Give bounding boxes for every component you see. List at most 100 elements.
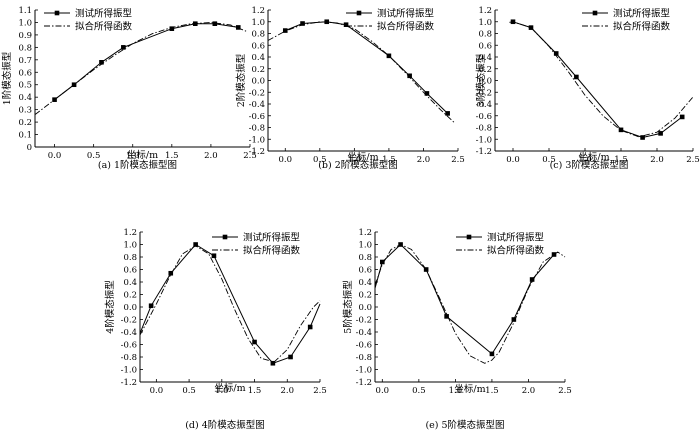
y-tick-label: 0.8 xyxy=(18,43,32,53)
x-tick-label: 0.5 xyxy=(542,155,556,165)
measured-mode-line xyxy=(512,21,683,139)
data-point-marker xyxy=(300,21,305,26)
y-tick-label: 0.0 xyxy=(251,77,265,87)
x-axis-label: 坐标/m xyxy=(127,149,158,161)
y-tick-label: 0.4 xyxy=(123,278,137,288)
data-point-marker xyxy=(169,26,175,31)
x-tick-label: 0.0 xyxy=(279,155,293,165)
legend-label-measured: 测试所得振型 xyxy=(613,8,671,20)
data-point-marker xyxy=(424,91,430,96)
x-tick-label: 1.5 xyxy=(248,386,262,396)
y-tick-label: 0.9 xyxy=(18,31,32,41)
y-tick-label: 1.1 xyxy=(18,6,32,16)
y-tick-label: -0.2 xyxy=(476,88,492,98)
y-tick-label: -0.8 xyxy=(249,124,265,134)
y-tick-label: 0.1 xyxy=(18,131,32,141)
chart-panel-2: -1.2-1.0-0.8-0.6-0.4-0.20.00.20.40.60.81… xyxy=(235,6,465,171)
y-tick-label: 1.0 xyxy=(18,18,32,28)
y-tick-label: 0.4 xyxy=(478,53,492,63)
y-axis-label: 4阶模态振型 xyxy=(104,280,116,334)
y-axis-label: 5阶模态振型 xyxy=(342,280,354,334)
y-tick-label: -0.6 xyxy=(121,341,137,351)
y-tick-label: 0 xyxy=(27,143,32,153)
y-tick-label: -0.8 xyxy=(121,353,137,363)
y-tick-label: -0.4 xyxy=(356,328,372,338)
y-tick-label: 0.2 xyxy=(251,65,265,75)
data-point-marker xyxy=(618,127,624,133)
y-tick-label: 1.2 xyxy=(478,6,492,16)
y-tick-label: -0.2 xyxy=(249,88,265,98)
y-tick-label: 0.6 xyxy=(251,41,265,51)
y-tick-label: 0.7 xyxy=(18,56,32,66)
panel-caption: (a) 1阶模态振型图 xyxy=(98,159,177,171)
y-tick-label: 0.5 xyxy=(18,81,32,91)
x-tick-label: 1.5 xyxy=(485,386,499,396)
data-point-marker xyxy=(445,111,450,116)
data-point-marker xyxy=(380,259,385,265)
x-tick-label: 0.0 xyxy=(506,155,520,165)
y-tick-label: -0.6 xyxy=(249,112,265,122)
fit-curve-line xyxy=(139,245,321,363)
legend-marker-measured xyxy=(222,234,228,240)
y-tick-label: -1.2 xyxy=(249,147,265,157)
chart-panel-1: 0 0.1 0.2 0.3 0.4 0.5 0.6 0.7 0.8 0.9 1.0 1.1 0.0 0.5… xyxy=(1,6,257,171)
y-tick-label: 0.0 xyxy=(358,303,372,313)
legend-marker-measured xyxy=(466,234,472,240)
y-tick-label: 1.2 xyxy=(358,228,372,238)
x-tick-label: 1.0 xyxy=(215,386,229,396)
data-point-marker xyxy=(658,131,663,136)
data-point-marker xyxy=(307,324,313,330)
x-tick-label: 0.5 xyxy=(182,386,196,396)
x-tick-label: 1.0 xyxy=(449,386,463,396)
x-tick-label: 2.5 xyxy=(686,155,700,165)
fit-curve-line xyxy=(374,243,566,364)
data-point-marker xyxy=(444,314,449,319)
fit-curve-line xyxy=(509,21,694,138)
x-axis-label: 坐标/m xyxy=(578,151,609,163)
y-tick-label: -0.6 xyxy=(356,341,372,351)
legend-label-fit: 拟合所得函数 xyxy=(243,245,301,257)
y-tick-label: 0.6 xyxy=(478,41,492,51)
x-tick-label: 2.5 xyxy=(313,386,327,396)
chart-panel-5: -1.2 -1.0 -0.8 -0.6 -0.4 -0.2 0.0 0.2 0.4 0.6 0.8 1… xyxy=(342,228,572,431)
y-tick-label: 0.2 xyxy=(358,291,372,301)
measured-mode-line xyxy=(374,243,555,355)
y-tick-label: 0.2 xyxy=(478,65,492,75)
data-point-marker xyxy=(529,277,535,282)
x-tick-label: 2.0 xyxy=(650,155,664,165)
x-tick-label: 0.5 xyxy=(87,151,101,161)
y-tick-label: -0.2 xyxy=(121,316,137,326)
data-point-marker xyxy=(423,267,429,272)
x-tick-label: 2.0 xyxy=(204,151,218,161)
y-tick-label: 0.0 xyxy=(123,303,137,313)
y-tick-label: -1.0 xyxy=(356,366,372,376)
x-tick-label: 0.0 xyxy=(48,151,62,161)
y-tick-label: -1.2 xyxy=(476,147,492,157)
y-tick-label: -1.0 xyxy=(121,366,137,376)
legend-label-measured: 测试所得振型 xyxy=(487,232,545,244)
data-point-marker xyxy=(288,354,293,360)
legend-label-measured: 测试所得振型 xyxy=(377,8,435,20)
x-tick-label: 1.5 xyxy=(165,151,179,161)
x-tick-label: 2.5 xyxy=(451,155,465,165)
x-tick-label: 0.5 xyxy=(313,155,327,165)
x-axis-label: 坐标/m xyxy=(454,383,485,395)
data-point-marker xyxy=(324,19,330,25)
measured-mode-line xyxy=(285,21,448,114)
legend-label-measured: 测试所得振型 xyxy=(75,8,133,20)
x-axis-label: 坐标/m xyxy=(214,382,245,394)
y-tick-label: 1.0 xyxy=(123,241,137,251)
x-tick-label: 1.0 xyxy=(126,151,140,161)
y-tick-label: -0.8 xyxy=(476,124,492,134)
y-tick-label: 0.3 xyxy=(18,106,32,116)
legend-marker-measured xyxy=(54,10,60,16)
y-tick-label: 1.2 xyxy=(251,6,265,16)
y-tick-label: 1.0 xyxy=(478,18,492,28)
y-tick-label: 0.0 xyxy=(478,77,492,87)
data-point-marker xyxy=(640,135,645,140)
